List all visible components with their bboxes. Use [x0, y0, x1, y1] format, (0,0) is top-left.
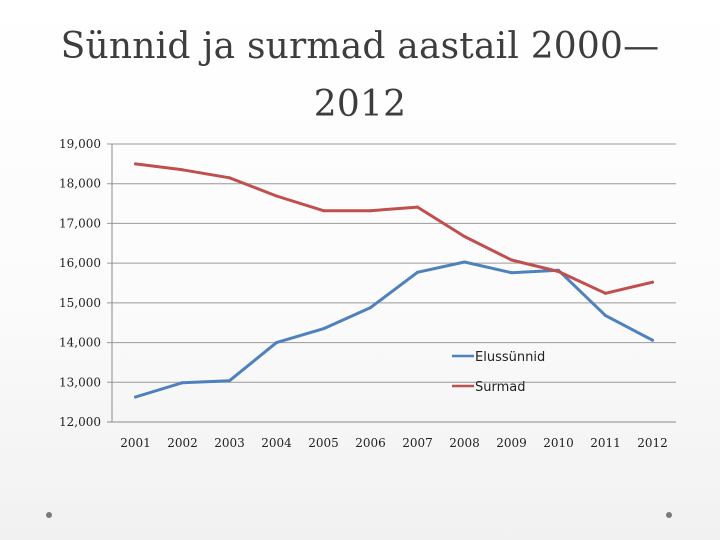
- x-tick-label: 2004: [261, 436, 292, 450]
- y-tick-label: 13,000: [59, 375, 101, 389]
- data-point: [651, 280, 654, 284]
- x-tick-label: 2012: [637, 436, 668, 450]
- legend-label-2: Surmad: [475, 380, 526, 395]
- x-tick-label: 2003: [214, 436, 245, 450]
- series-line-2: [134, 162, 654, 295]
- y-tick-label: 15,000: [59, 296, 101, 310]
- data-point: [510, 258, 513, 262]
- y-tick-label: 18,000: [59, 177, 101, 191]
- data-point: [134, 395, 137, 399]
- title-line-1: Sünnid ja surmad aastail 2000—: [60, 26, 660, 67]
- data-point: [322, 327, 325, 331]
- x-tick-label: 2005: [308, 436, 339, 450]
- x-tick-label: 2002: [167, 436, 198, 450]
- x-tick-label: 2006: [355, 436, 386, 450]
- data-point: [275, 341, 278, 345]
- y-tick-label: 16,000: [59, 256, 101, 270]
- data-point: [463, 235, 466, 239]
- x-tick-label: 2010: [543, 436, 574, 450]
- data-point: [322, 209, 325, 213]
- legend: Elussünnid Surmad: [452, 350, 545, 395]
- y-tick-label: 14,000: [59, 336, 101, 350]
- y-axis: 19,000 18,000 17,000 16,000 15,000 14,000 13,0…: [59, 137, 113, 429]
- data-point: [604, 314, 607, 318]
- data-point: [228, 176, 231, 180]
- x-tick-label: 2009: [496, 436, 527, 450]
- slide-corner-dot-left: [46, 512, 52, 518]
- data-point: [510, 271, 513, 275]
- x-tick-label: 2007: [402, 436, 433, 450]
- gridlines: [107, 143, 676, 423]
- series-group: [134, 162, 654, 399]
- data-point: [228, 379, 231, 383]
- y-tick-label: 12,000: [59, 415, 101, 429]
- data-point: [463, 260, 466, 264]
- data-point: [651, 338, 654, 342]
- data-point: [557, 269, 560, 273]
- data-point: [275, 194, 278, 198]
- x-axis: 2001 2002 2003 2004 2005 2006 2007 2008 2009 2010…: [120, 436, 668, 450]
- series-line-1: [134, 260, 654, 399]
- data-point: [181, 381, 184, 385]
- title-line-2: 2012: [313, 84, 407, 125]
- data-point: [604, 291, 607, 295]
- data-point: [369, 209, 372, 213]
- y-tick-label: 19,000: [59, 137, 101, 151]
- slide-corner-dot-right: [666, 512, 672, 518]
- data-point: [369, 306, 372, 310]
- y-tick-label: 17,000: [59, 216, 101, 230]
- x-tick-label: 2001: [120, 436, 151, 450]
- data-point: [416, 205, 419, 209]
- data-point: [134, 162, 137, 166]
- data-point: [181, 168, 184, 172]
- legend-label-1: Elussünnid: [475, 350, 545, 365]
- slide-title: Sünnid ja surmad aastail 2000— 2012: [0, 18, 720, 134]
- data-point: [416, 270, 419, 274]
- x-tick-label: 2011: [590, 436, 621, 450]
- x-tick-label: 2008: [449, 436, 480, 450]
